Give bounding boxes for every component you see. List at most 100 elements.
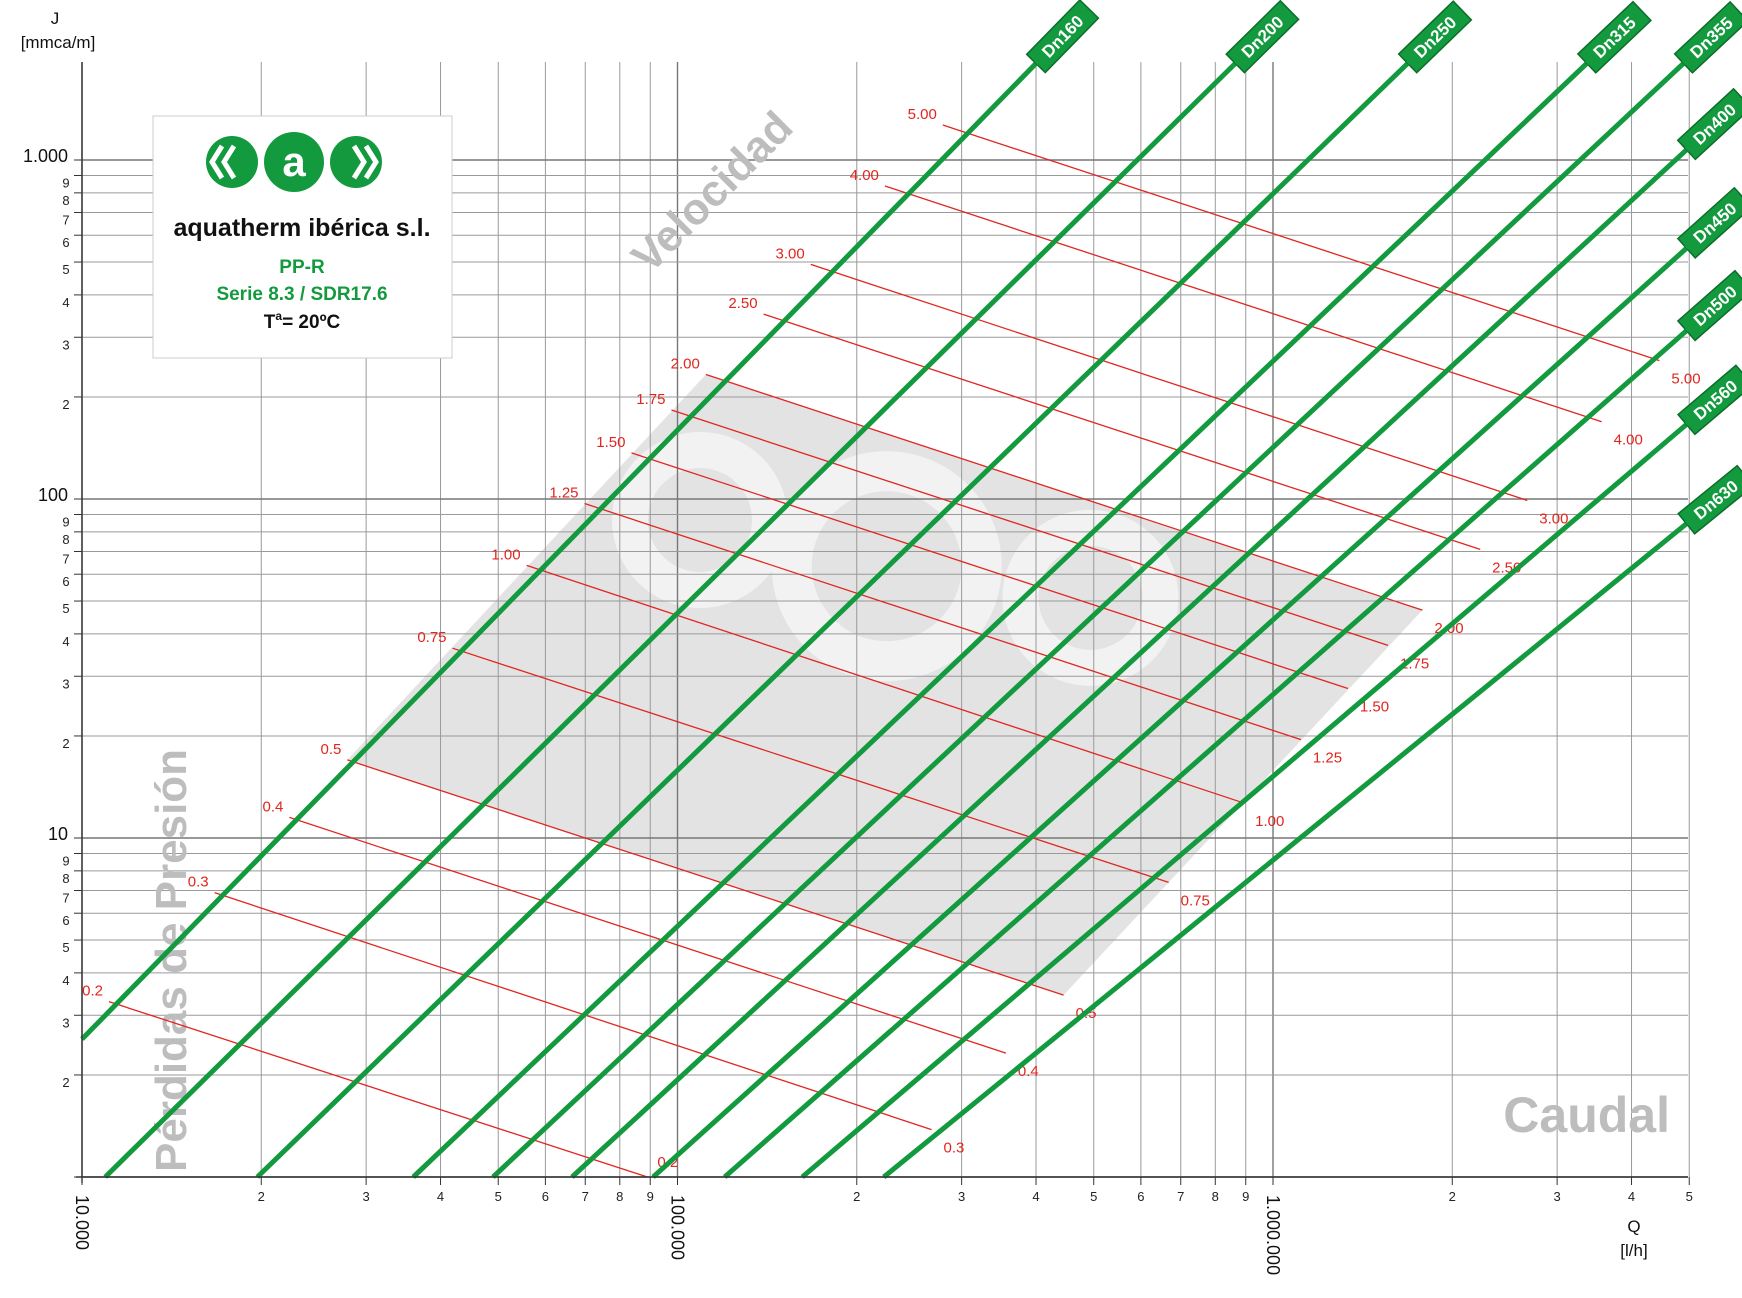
y-minor-label: 6 <box>62 574 69 589</box>
pipe-line-Dn630 <box>882 520 1690 1179</box>
x-minor-label: 4 <box>437 1189 444 1204</box>
x-minor-label: 9 <box>1242 1189 1249 1204</box>
pipe-line-Dn160 <box>80 60 1040 1041</box>
x-minor-label: 3 <box>1554 1189 1561 1204</box>
y-minor-label: 7 <box>62 213 69 228</box>
velocity-line-2.00 <box>705 373 1423 611</box>
x-minor-label: 7 <box>582 1189 589 1204</box>
axes: 2 3 4 5 6 7 8 9 10 2 3 4 5 6 7 8 9 100 2 3 4 5 6 7 8 9 1.000 10.000… <box>23 62 1693 1275</box>
y-minor-label: 4 <box>62 295 69 310</box>
logo-box: a aquatherm ibérica s.l. PP-R Serie 8.3 … <box>152 115 453 359</box>
series-label: Serie 8.3 / SDR17.6 <box>216 284 387 305</box>
velocity-label-left-0.4: 0.4 <box>263 798 284 815</box>
x-major-label: 1.000.000 <box>1263 1195 1283 1275</box>
pipe-line-ext-Dn315 <box>1585 60 1591 66</box>
y-axis-symbol: J <box>51 9 60 28</box>
velocity-line-0.4 <box>289 816 1007 1054</box>
x-minor-label: 3 <box>363 1189 370 1204</box>
velocity-label-left-5.00: 5.00 <box>908 106 937 123</box>
velocity-label-left-3.00: 3.00 <box>776 245 805 262</box>
velocity-label-right-1.50: 1.50 <box>1360 699 1389 716</box>
pipe-line-ext-Dn250 <box>1405 60 1411 66</box>
y-minor-label: 3 <box>62 1015 69 1030</box>
temperature-label: Ta= 20ºC <box>264 309 341 333</box>
pipe-line-Dn250 <box>255 60 1411 1179</box>
y-minor-label: 6 <box>62 913 69 928</box>
pipe-line-Dn500 <box>723 327 1690 1179</box>
y-minor-label: 4 <box>62 634 69 649</box>
velocity-label-left-2.50: 2.50 <box>728 295 757 312</box>
x-minor-label: 5 <box>1686 1189 1693 1204</box>
aquatherm-logo: a <box>206 132 382 192</box>
y-minor-label: 4 <box>62 973 69 988</box>
velocity-line-0.3 <box>214 892 932 1131</box>
velocity-label-right-4.00: 4.00 <box>1614 432 1643 449</box>
x-minor-label: 2 <box>853 1189 860 1204</box>
velocity-label-left-0.3: 0.3 <box>188 874 209 891</box>
y-major-label: 10 <box>48 824 68 844</box>
y-minor-label: 8 <box>62 532 69 547</box>
pipe-tag-Dn160: Dn160 <box>1025 0 1100 74</box>
y-minor-label: 5 <box>62 262 69 277</box>
perdidas-label: Pérdidas de Presión <box>147 749 196 1172</box>
velocity-label-left-0.75: 0.75 <box>417 629 446 646</box>
velocity-line-1.75 <box>671 409 1389 646</box>
pipe-line-Dn355 <box>491 60 1687 1179</box>
y-major-label: 1.000 <box>23 146 68 166</box>
pipe-line-Dn400 <box>570 146 1690 1179</box>
watermark-logo <box>612 432 1179 686</box>
y-minor-label: 5 <box>62 940 69 955</box>
y-minor-label: 7 <box>62 891 69 906</box>
y-minor-label: 2 <box>62 1075 69 1090</box>
velocity-line-2.50 <box>763 313 1481 551</box>
y-minor-label: 3 <box>62 337 69 352</box>
pipe-line-Dn560 <box>800 421 1690 1179</box>
x-minor-label: 8 <box>1212 1189 1219 1204</box>
velocity-line-0.75 <box>452 647 1169 883</box>
pipe-tag-box <box>1677 464 1742 535</box>
x-minor-label: 4 <box>1628 1189 1635 1204</box>
x-axis-symbol: Q <box>1627 1217 1640 1236</box>
velocity-label-left-1.75: 1.75 <box>636 391 665 408</box>
velocity-lines: 0.20.20.30.30.40.40.50.50.750.751.001.00… <box>82 106 1701 1178</box>
pipe-line-ext-Dn560 <box>1684 421 1690 427</box>
velocity-line-1.50 <box>631 452 1349 690</box>
pipe-line-ext-Dn400 <box>1684 146 1690 152</box>
material-label: PP-R <box>279 257 325 278</box>
pipe-lines: Dn160 Dn200 Dn250 Dn315 Dn355Dn400Dn450Dn500… <box>80 0 1742 1179</box>
pipe-line-Dn315 <box>411 60 1591 1179</box>
x-major-label: 10.000 <box>72 1195 92 1250</box>
velocity-line-0.5 <box>347 759 1064 996</box>
pipe-tag-box <box>1576 0 1652 74</box>
x-minor-label: 2 <box>258 1189 265 1204</box>
x-minor-label: 4 <box>1032 1189 1039 1204</box>
velocity-line-0.2 <box>108 1001 648 1178</box>
svg-text:a: a <box>282 138 306 185</box>
y-minor-label: 8 <box>62 871 69 886</box>
x-minor-label: 6 <box>1137 1189 1144 1204</box>
velocity-label-right-0.75: 0.75 <box>1181 892 1210 909</box>
velocity-label-left-1.25: 1.25 <box>549 484 578 501</box>
y-minor-label: 9 <box>62 854 69 869</box>
velocity-label-left-0.2: 0.2 <box>82 983 103 1000</box>
x-minor-label: 3 <box>958 1189 965 1204</box>
pipe-line-ext-Dn630 <box>1684 520 1690 526</box>
velocity-label-left-2.00: 2.00 <box>671 355 700 372</box>
x-minor-label: 5 <box>495 1189 502 1204</box>
y-minor-label: 3 <box>62 676 69 691</box>
x-minor-label: 2 <box>1449 1189 1456 1204</box>
pipe-line-ext-Dn200 <box>1233 60 1239 66</box>
pipe-line-Dn450 <box>651 245 1690 1179</box>
x-axis-unit: [l/h] <box>1620 1241 1647 1260</box>
velocity-label-right-0.3: 0.3 <box>943 1140 964 1157</box>
pipe-line-Dn200 <box>103 60 1239 1179</box>
pipe-line-ext-Dn450 <box>1684 245 1690 251</box>
velocity-label-left-4.00: 4.00 <box>850 167 879 184</box>
pipe-tag-Dn200: Dn200 <box>1225 0 1300 74</box>
pipe-line-ext-Dn355 <box>1681 60 1687 66</box>
velocity-label-left-0.5: 0.5 <box>320 741 341 758</box>
y-minor-label: 8 <box>62 193 69 208</box>
x-minor-label: 8 <box>616 1189 623 1204</box>
x-minor-label: 7 <box>1177 1189 1184 1204</box>
